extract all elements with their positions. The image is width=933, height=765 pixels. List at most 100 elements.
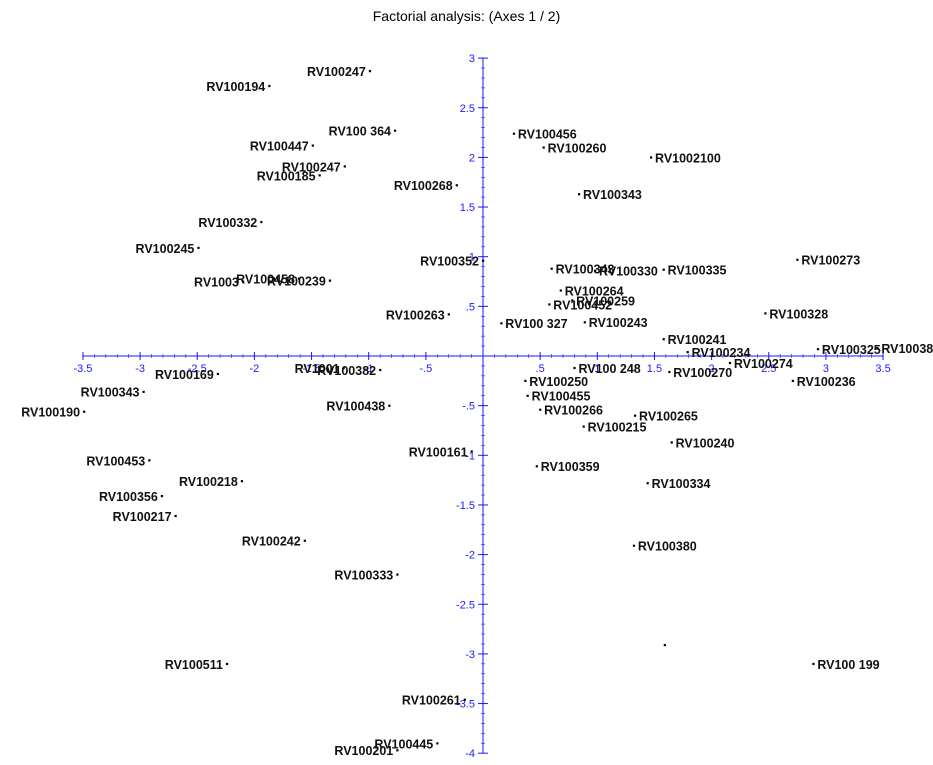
- data-point: [668, 370, 671, 374]
- point-label: RV100325: [822, 343, 881, 357]
- y-tick-label: 3: [469, 53, 475, 65]
- point-label: RV100334: [652, 477, 711, 491]
- data-point: [559, 289, 562, 292]
- data-point: [535, 465, 538, 468]
- point-label: RV100236: [797, 375, 856, 389]
- point-label: RV1003: [194, 276, 239, 290]
- y-tick-label: -1: [465, 450, 475, 462]
- point-label: RV100456: [518, 128, 577, 142]
- data-point: [303, 539, 306, 542]
- data-point: [241, 280, 245, 283]
- x-tick-label: 2: [709, 363, 715, 375]
- data-point: [83, 410, 86, 413]
- y-tick-label: 1: [469, 252, 475, 264]
- data-point: [876, 347, 879, 350]
- point-label: RV100263: [386, 308, 445, 322]
- x-tick-label: -1.5: [302, 363, 321, 375]
- data-point: [343, 165, 346, 168]
- data-point: [512, 132, 516, 135]
- x-tick-label: -2.5: [188, 363, 207, 375]
- data-point: [160, 495, 164, 498]
- point-label: RV100386: [881, 342, 933, 356]
- point-label: RV100438: [326, 400, 385, 414]
- x-tick-label: -3: [135, 363, 145, 375]
- chart-title: Factorial analysis: (Axes 1 / 2): [372, 8, 561, 24]
- point-label: RV1001: [295, 362, 340, 376]
- data-point: [578, 193, 581, 196]
- point-label: RV100169: [155, 368, 214, 382]
- y-tick-label: .5: [466, 301, 475, 313]
- data-point: [297, 277, 301, 280]
- point-label: RV100245: [136, 242, 195, 256]
- point-label: RV100343: [556, 263, 615, 277]
- point-label: RV100265: [639, 410, 698, 424]
- point-label: RV100359: [541, 460, 600, 474]
- point-label: RV100247: [307, 65, 366, 79]
- x-tick-label: .5: [536, 363, 545, 375]
- data-point: [328, 279, 332, 282]
- y-tick-label: -1.5: [456, 500, 475, 512]
- data-point: [318, 174, 321, 177]
- data-point: [634, 414, 637, 417]
- data-point: [225, 662, 229, 666]
- point-label: RV100201: [334, 744, 393, 758]
- data-point: [197, 246, 200, 249]
- point-label: RV100 364: [329, 125, 391, 139]
- data-point: [526, 394, 529, 397]
- point-label: RV100264: [565, 284, 624, 298]
- x-tick-label: -2: [250, 363, 260, 375]
- y-tick-label: -4: [465, 748, 475, 760]
- point-label: RV100328: [769, 307, 828, 321]
- point-label: RV100352: [420, 255, 479, 269]
- point-label: RV100380: [638, 540, 697, 554]
- data-point: [342, 366, 345, 370]
- point-label: RV100215: [588, 421, 647, 435]
- data-point: [670, 441, 673, 444]
- data-point: [388, 404, 391, 407]
- y-tick-label: -2: [465, 550, 475, 562]
- point-label: RV100447: [250, 139, 309, 153]
- point-label: RV100452: [553, 298, 612, 312]
- data-point: [148, 459, 151, 462]
- data-point: [393, 129, 397, 132]
- point-label: RV100453: [86, 454, 145, 468]
- data-point: [368, 70, 372, 73]
- point-label: RV100218: [179, 475, 238, 489]
- point-label: RV100247: [282, 160, 341, 174]
- data-point: [548, 303, 551, 306]
- point-label: RV100356: [99, 490, 158, 504]
- x-tick-label: 3.5: [875, 363, 890, 375]
- x-tick-label: 1.5: [647, 363, 662, 375]
- point-label: RV100261: [402, 694, 461, 708]
- data-point: [812, 662, 815, 666]
- point-label: RV100234: [692, 346, 751, 360]
- point-label: RV100250: [529, 375, 588, 389]
- data-point: [396, 573, 399, 576]
- point-label: RV100382: [317, 364, 376, 378]
- point-label: RV100445: [374, 737, 433, 751]
- data-point: [796, 258, 799, 261]
- point-label: RV100343: [81, 386, 140, 400]
- data-point: [500, 322, 503, 325]
- x-tick-label: 2.5: [761, 363, 776, 375]
- point-label: RV100242: [242, 535, 301, 549]
- data-point: [582, 425, 585, 428]
- data-point: [436, 742, 439, 745]
- point-label: RV100217: [113, 510, 172, 524]
- y-tick-label: 2.5: [460, 103, 475, 115]
- point-label: RV100240: [676, 436, 735, 450]
- point-label: RV100274: [734, 357, 793, 371]
- point-label: RV100332: [198, 216, 257, 230]
- data-point: [662, 268, 665, 271]
- data-point: [539, 408, 542, 411]
- point-label: RV100259: [576, 294, 635, 308]
- data-point: [463, 698, 466, 701]
- data-point: [686, 351, 689, 354]
- data-point: [583, 321, 586, 324]
- data-point: [524, 379, 527, 383]
- point-label: RV100511: [165, 658, 223, 672]
- point-label: RV100266: [544, 404, 603, 418]
- x-tick-label: -1: [364, 363, 374, 375]
- data-point: [816, 348, 820, 351]
- data-point: [650, 156, 653, 159]
